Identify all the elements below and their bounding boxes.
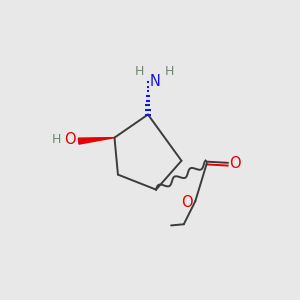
Text: H: H [51,133,61,146]
Text: H: H [165,64,175,78]
Text: O: O [229,155,240,170]
Polygon shape [78,138,115,144]
Text: H: H [135,64,145,78]
Text: O: O [64,132,76,147]
Text: O: O [182,195,193,210]
Text: N: N [150,74,161,88]
